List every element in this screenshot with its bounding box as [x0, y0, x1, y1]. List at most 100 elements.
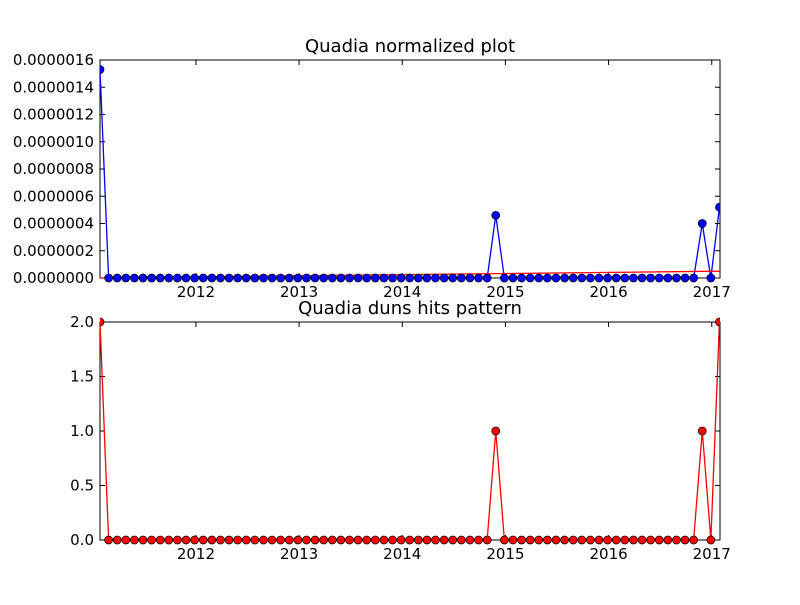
- y-tick-label: 1.0: [70, 422, 94, 440]
- data-point: [500, 535, 509, 545]
- data-point: [207, 535, 217, 545]
- data-point: [104, 273, 113, 283]
- data-point: [457, 535, 466, 545]
- data-point: [250, 535, 260, 545]
- data-point: [629, 273, 638, 283]
- data-point: [646, 273, 655, 283]
- data-point: [525, 535, 535, 545]
- data-point: [534, 535, 544, 545]
- data-point: [147, 535, 156, 545]
- y-tick-label: 1.5: [70, 368, 94, 386]
- data-point: [370, 273, 380, 283]
- data-point: [413, 273, 423, 283]
- data-point: [689, 535, 699, 545]
- data-point: [457, 273, 466, 283]
- data-point: [654, 273, 664, 283]
- data-point: [164, 273, 174, 283]
- x-tick-label: 2014: [383, 283, 421, 301]
- data-point: [680, 273, 690, 283]
- data-point: [353, 273, 363, 283]
- data-point: [405, 535, 415, 545]
- data-point: [672, 273, 681, 283]
- data-point: [465, 535, 475, 545]
- data-point: [138, 535, 148, 545]
- data-point: [577, 535, 587, 545]
- data-point: [491, 426, 501, 436]
- data-point: [310, 535, 320, 545]
- data-point: [405, 273, 415, 283]
- data-point: [173, 535, 182, 545]
- data-point: [611, 535, 621, 545]
- data-point: [448, 535, 458, 545]
- data-point: [706, 273, 716, 283]
- data-point: [224, 535, 234, 545]
- data-point: [439, 535, 449, 545]
- data-point: [267, 535, 277, 545]
- data-point: [439, 273, 449, 283]
- data-layer: [100, 317, 720, 545]
- chart-normalized-plot: Quadia normalized plot 0.0000000 0.000000…: [13, 36, 731, 301]
- data-point: [611, 273, 621, 283]
- y-tick-label: 0.0: [70, 531, 94, 549]
- data-point: [508, 273, 518, 283]
- data-point: [603, 273, 612, 283]
- data-point: [474, 273, 483, 283]
- data-point: [130, 535, 139, 545]
- data-point: [276, 273, 286, 283]
- y-tick-label: 0.0000000: [13, 269, 94, 287]
- data-point: [568, 535, 578, 545]
- data-point: [534, 273, 544, 283]
- data-point: [100, 65, 105, 74]
- data-point: [551, 535, 561, 545]
- data-point: [181, 273, 191, 283]
- data-point: [697, 426, 707, 436]
- data-point: [259, 273, 268, 283]
- x-tick-label: 2013: [280, 545, 318, 563]
- data-point: [663, 273, 673, 283]
- data-point: [672, 535, 681, 545]
- data-point: [284, 535, 294, 545]
- series-line: [100, 69, 720, 279]
- data-point: [233, 273, 243, 283]
- data-point: [147, 273, 156, 283]
- data-point: [241, 273, 251, 283]
- data-point: [586, 273, 595, 283]
- data-point: [370, 535, 380, 545]
- data-point: [689, 273, 699, 283]
- data-point: [603, 535, 612, 545]
- data-point: [637, 535, 647, 545]
- x-tick-label: 2012: [177, 545, 215, 563]
- data-point: [637, 273, 647, 283]
- data-point: [629, 535, 638, 545]
- x-tick-label: 2012: [177, 283, 215, 301]
- data-point: [413, 535, 423, 545]
- y-tick-label: 0.0000016: [13, 51, 94, 69]
- data-point: [241, 535, 251, 545]
- data-point: [362, 273, 372, 283]
- data-point: [267, 273, 277, 283]
- data-point: [543, 535, 552, 545]
- data-point: [525, 273, 535, 283]
- data-point: [646, 535, 655, 545]
- data-point: [250, 273, 260, 283]
- data-point: [319, 273, 329, 283]
- data-point: [680, 535, 690, 545]
- y-tick-label: 0.0000002: [13, 242, 94, 260]
- y-tick-label: 0.5: [70, 477, 94, 495]
- data-point: [474, 535, 483, 545]
- data-point: [319, 535, 329, 545]
- x-tick-label: 2017: [693, 545, 731, 563]
- data-point: [379, 273, 389, 283]
- plot-frame: [99, 59, 721, 279]
- data-point: [155, 535, 165, 545]
- data-point: [104, 535, 113, 545]
- data-point: [198, 273, 208, 283]
- data-point: [715, 317, 720, 327]
- data-point: [121, 535, 131, 545]
- data-point: [560, 535, 569, 545]
- data-point: [121, 273, 131, 283]
- data-point: [465, 273, 475, 283]
- data-layer: [100, 65, 720, 283]
- data-point: [336, 535, 346, 545]
- data-point: [207, 273, 217, 283]
